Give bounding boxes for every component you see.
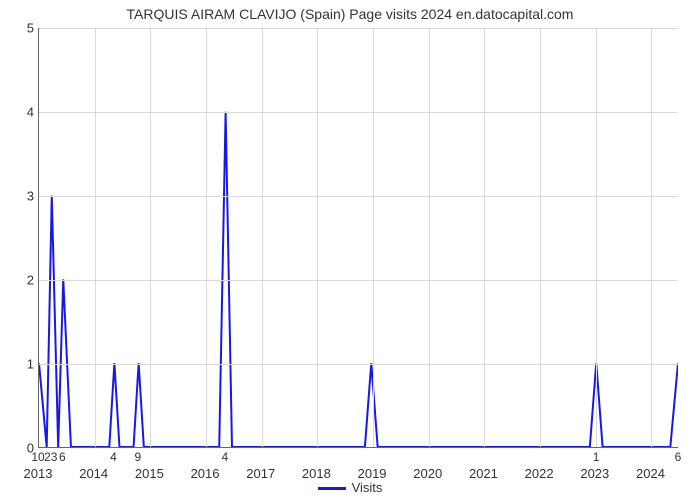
y-tick-label: 2	[0, 273, 34, 288]
gridline-h	[39, 280, 678, 281]
x-year-label: 2022	[525, 466, 554, 481]
x-year-label: 2023	[580, 466, 609, 481]
y-tick-label: 0	[0, 441, 34, 456]
y-tick-label: 1	[0, 357, 34, 372]
gridline-v	[150, 28, 151, 447]
peak-value-label: 10	[31, 450, 44, 464]
x-year-label: 2018	[302, 466, 331, 481]
peak-value-label: 6	[675, 450, 682, 464]
peak-value-label: 1	[593, 450, 600, 464]
y-tick-label: 4	[0, 105, 34, 120]
gridline-h	[39, 196, 678, 197]
gridline-v	[651, 28, 652, 447]
peak-value-label: 23	[44, 450, 57, 464]
x-year-label: 2020	[413, 466, 442, 481]
legend-label: Visits	[352, 480, 383, 495]
gridline-h	[39, 364, 678, 365]
x-year-label: 2015	[135, 466, 164, 481]
x-year-label: 2014	[79, 466, 108, 481]
legend: Visits	[0, 480, 700, 495]
gridline-v	[596, 28, 597, 447]
gridline-h	[39, 112, 678, 113]
gridline-v	[540, 28, 541, 447]
peak-value-label: 4	[222, 450, 229, 464]
x-year-label: 2021	[469, 466, 498, 481]
gridline-v	[95, 28, 96, 447]
gridline-h	[39, 28, 678, 29]
gridline-v	[484, 28, 485, 447]
peak-value-label: 9	[134, 450, 141, 464]
gridline-v	[206, 28, 207, 447]
peak-value-label: 6	[59, 450, 66, 464]
x-year-label: 2019	[358, 466, 387, 481]
series-svg	[39, 28, 678, 447]
visits-chart: TARQUIS AIRAM CLAVIJO (Spain) Page visit…	[0, 0, 700, 500]
gridline-v	[373, 28, 374, 447]
chart-title: TARQUIS AIRAM CLAVIJO (Spain) Page visit…	[0, 6, 700, 22]
peak-value-label: 4	[110, 450, 117, 464]
x-year-label: 2024	[636, 466, 665, 481]
gridline-v	[317, 28, 318, 447]
x-year-label: 2016	[191, 466, 220, 481]
y-tick-label: 3	[0, 189, 34, 204]
legend-swatch	[318, 487, 346, 490]
x-year-label: 2017	[246, 466, 275, 481]
x-year-label: 2013	[24, 466, 53, 481]
gridline-v	[429, 28, 430, 447]
plot-area	[38, 28, 678, 448]
gridline-v	[262, 28, 263, 447]
y-tick-label: 5	[0, 21, 34, 36]
